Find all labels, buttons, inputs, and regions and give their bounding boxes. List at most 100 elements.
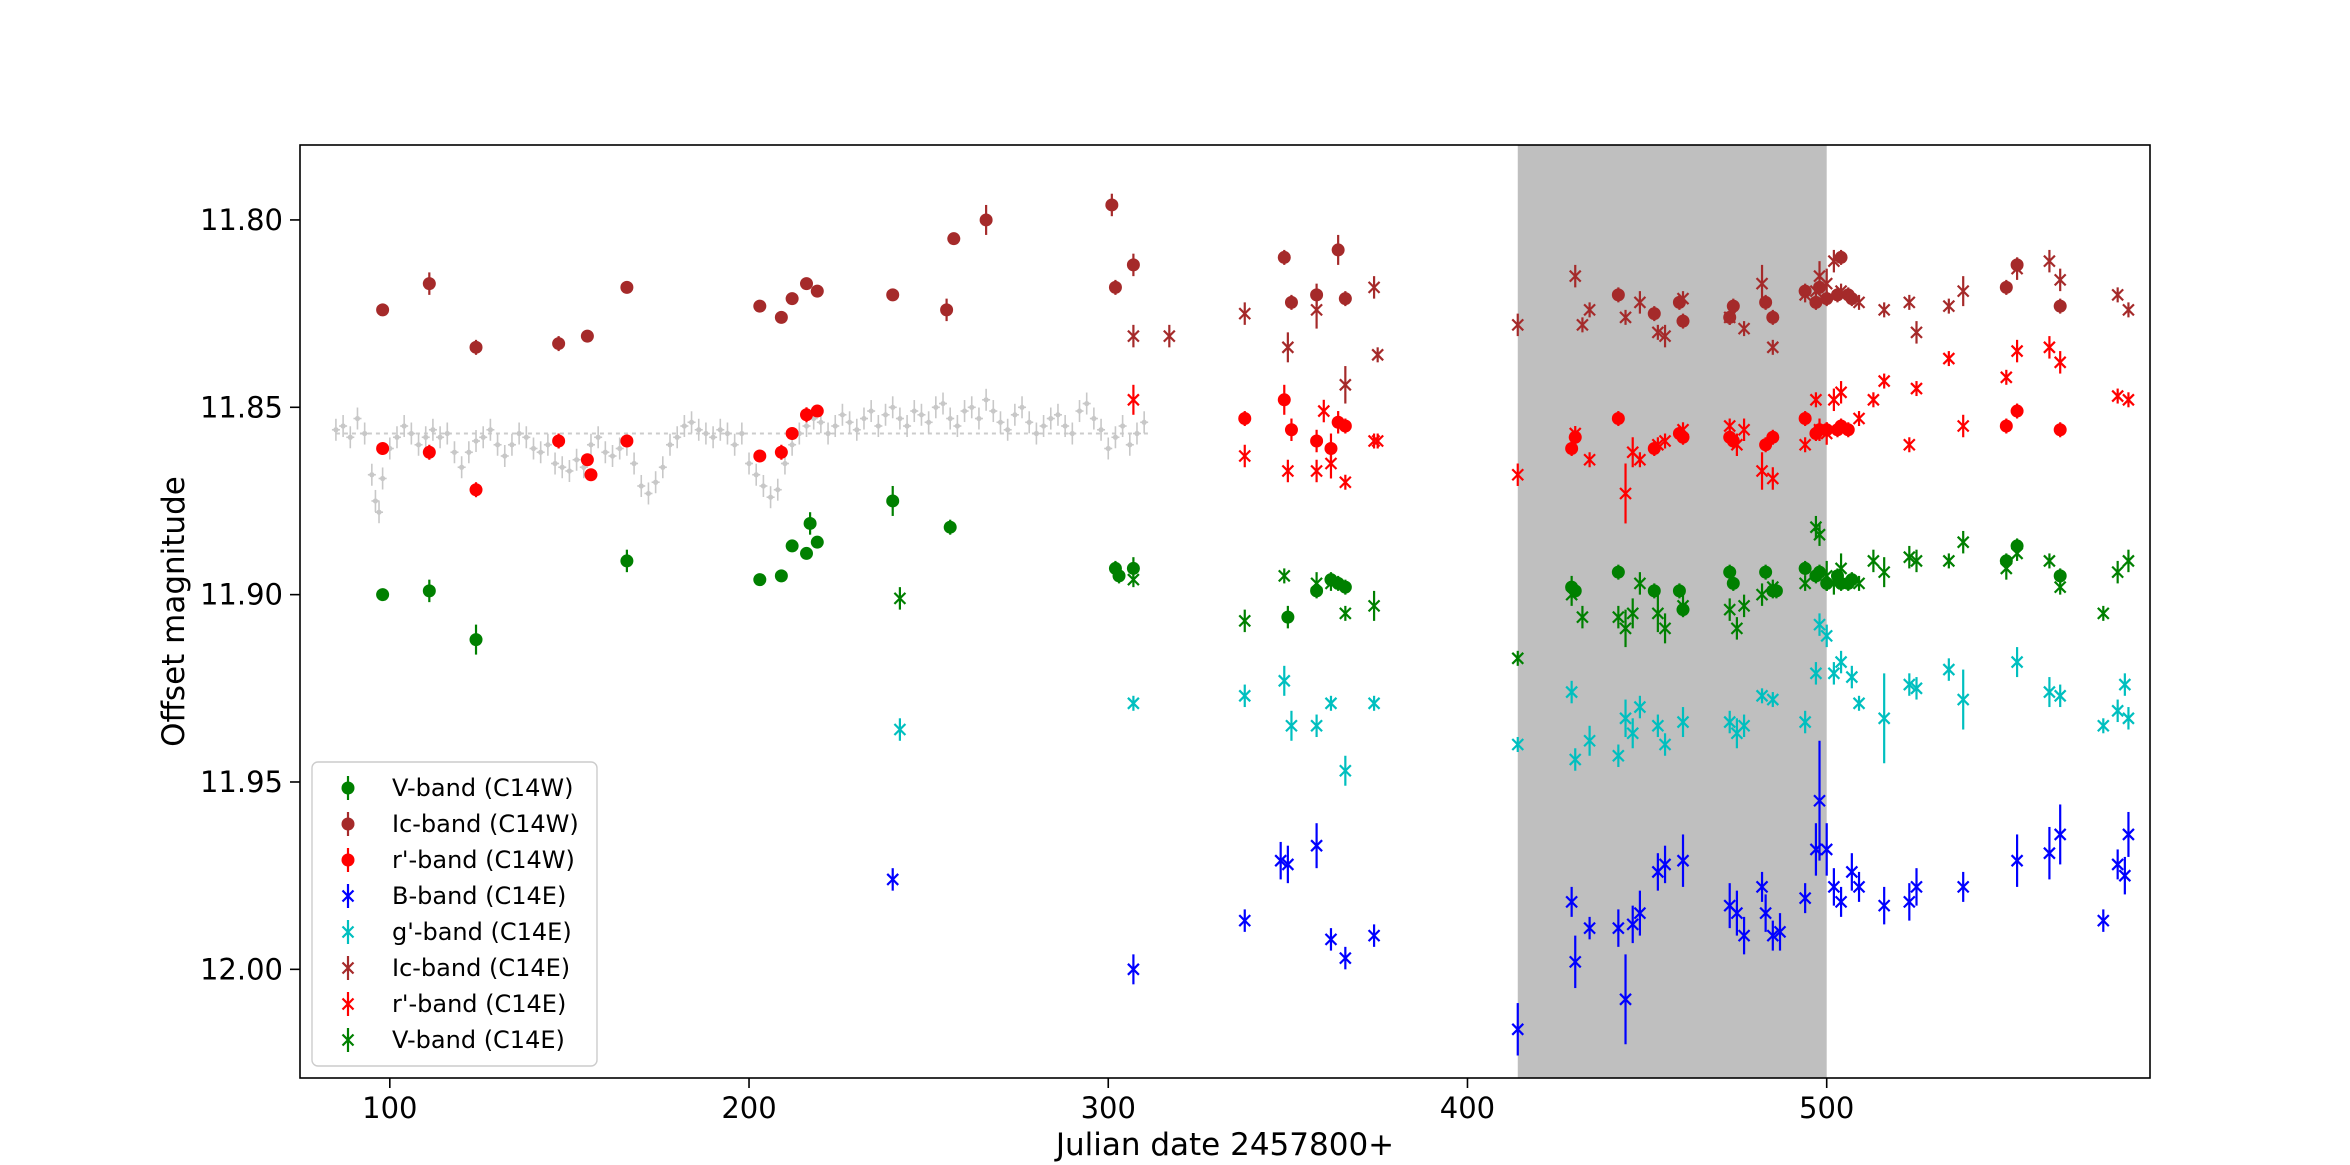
data-point <box>2122 707 2135 730</box>
plot-frame <box>299 144 2151 1079</box>
point-marker <box>1773 925 1787 939</box>
point-marker <box>1658 858 1672 871</box>
point-marker <box>2122 554 2135 568</box>
data-point <box>1626 598 1639 629</box>
background-point <box>457 456 466 479</box>
background-point-marker <box>696 427 702 433</box>
data-point <box>1511 737 1525 753</box>
x-tick-label: 500 <box>1799 1091 1854 1125</box>
data-point <box>376 442 390 456</box>
background-point <box>339 415 348 438</box>
point-marker <box>1633 296 1647 309</box>
point-marker <box>1845 573 1859 587</box>
point-marker <box>1877 565 1891 579</box>
point-marker <box>1956 284 1970 298</box>
background-point-marker <box>904 423 910 429</box>
background-point <box>608 445 617 467</box>
data-point <box>1338 418 1352 434</box>
data-point <box>1284 294 1298 310</box>
point-marker <box>1647 307 1661 321</box>
point-marker <box>2043 254 2056 268</box>
background-point-marker <box>1019 404 1025 410</box>
data-point <box>1568 935 1582 989</box>
point-marker <box>1611 565 1625 579</box>
point-marker <box>1310 839 1323 852</box>
data-point <box>1105 193 1119 217</box>
data-point <box>1612 744 1625 767</box>
data-point <box>1867 392 1880 408</box>
point-marker <box>1877 303 1891 317</box>
data-point <box>1798 411 1812 427</box>
data-point <box>1766 429 1780 445</box>
background-point-marker <box>990 408 996 414</box>
point-marker <box>886 288 900 302</box>
data-point <box>1108 279 1122 295</box>
data-point <box>1737 321 1751 337</box>
background-point-marker <box>645 490 652 497</box>
point-marker <box>1809 295 1823 309</box>
data-point <box>1127 324 1140 348</box>
point-marker <box>1565 685 1578 699</box>
background-point-marker <box>552 460 558 467</box>
point-marker <box>1755 880 1769 894</box>
background-point <box>1068 422 1077 445</box>
point-marker <box>1277 674 1291 688</box>
point-marker <box>1737 719 1751 733</box>
point-marker <box>1619 993 1632 1006</box>
point-marker <box>1730 622 1744 635</box>
data-point <box>1766 339 1780 355</box>
point-marker <box>580 453 594 467</box>
data-point <box>1834 886 1848 917</box>
point-marker <box>1759 906 1772 920</box>
data-point <box>2053 351 2067 374</box>
background-point-marker <box>581 464 587 470</box>
background-point <box>515 422 524 445</box>
point-marker <box>1568 427 1582 440</box>
point-marker <box>620 434 634 448</box>
data-point <box>376 588 390 602</box>
data-point <box>1127 695 1140 711</box>
background-point-marker <box>638 483 644 489</box>
data-point <box>1956 414 1970 438</box>
data-point <box>893 718 907 741</box>
point-marker <box>1723 311 1736 324</box>
data-point <box>1773 913 1787 951</box>
point-marker <box>1723 899 1736 912</box>
data-point <box>1676 291 1690 307</box>
point-marker <box>1163 329 1176 343</box>
point-marker <box>1956 880 1970 894</box>
background-point <box>852 418 861 441</box>
point-marker <box>1820 569 1833 583</box>
point-marker <box>1338 292 1352 306</box>
point-marker <box>1676 423 1690 437</box>
background-point <box>360 422 369 445</box>
data-point <box>1834 249 1848 265</box>
point-marker <box>1310 434 1324 448</box>
background-point <box>673 426 682 449</box>
data-point <box>422 444 436 460</box>
legend-label: g'-band (C14E) <box>392 918 572 946</box>
point-marker <box>1766 430 1780 444</box>
point-marker <box>1339 378 1352 392</box>
point-marker <box>1910 554 1923 568</box>
point-marker <box>1942 352 1956 365</box>
point-marker <box>1956 535 1970 549</box>
background-point-marker <box>369 472 375 478</box>
background-point <box>378 467 387 490</box>
data-point <box>2053 579 2067 595</box>
background-point <box>867 400 876 423</box>
point-marker <box>1274 854 1287 867</box>
data-point <box>1568 264 1582 288</box>
background-point-marker <box>466 449 472 455</box>
data-point <box>584 468 598 482</box>
data-point <box>1820 823 1833 876</box>
data-point <box>1755 452 1769 490</box>
data-point <box>2043 249 2056 273</box>
point-marker <box>1127 963 1140 976</box>
point-marker <box>1281 858 1295 871</box>
point-marker <box>1845 865 1859 879</box>
point-marker <box>810 535 824 549</box>
data-point <box>1942 351 1956 367</box>
background-point <box>939 392 948 415</box>
point-marker <box>1766 580 1780 594</box>
